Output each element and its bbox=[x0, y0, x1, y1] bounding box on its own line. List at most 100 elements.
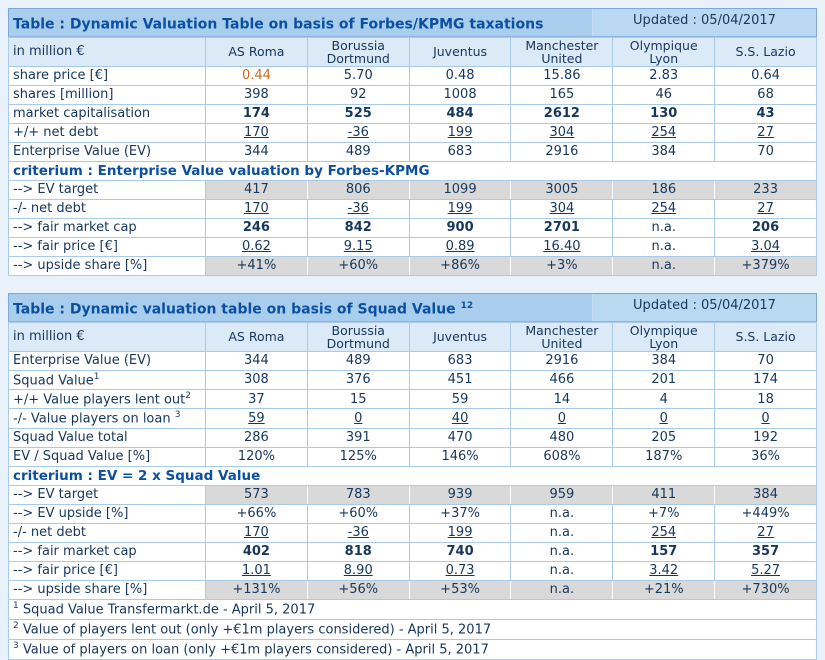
club-column-header: Juventus bbox=[408, 321, 512, 352]
cell-value: 70 bbox=[714, 350, 817, 371]
cell-value: 125% bbox=[306, 446, 410, 467]
row-label: --> fair market cap bbox=[8, 541, 206, 562]
value-text: 740 bbox=[446, 544, 474, 560]
value-text: 417 bbox=[244, 182, 269, 198]
value-text: 8.90 bbox=[343, 563, 373, 579]
value-text: 27 bbox=[757, 125, 774, 141]
value-text: n.a. bbox=[651, 239, 676, 255]
value-text: 959 bbox=[549, 487, 575, 503]
cell-value: 0 bbox=[510, 408, 614, 429]
club-column-header: S.S. Lazio bbox=[714, 321, 817, 352]
value-text: 40 bbox=[451, 410, 469, 426]
value-text: +53% bbox=[440, 582, 480, 598]
value-text: 0.48 bbox=[445, 68, 475, 84]
value-text: 286 bbox=[244, 430, 269, 446]
value-text: 43 bbox=[756, 106, 775, 122]
table-row: EV / Squad Value [%] 120% 125% 146% 608% 187%… bbox=[8, 446, 817, 467]
value-text: 205 bbox=[651, 430, 677, 446]
cell-value: 489 bbox=[306, 350, 410, 371]
cell-value: 384 bbox=[714, 484, 817, 505]
table-row: market capitalisation 174 525 484 2612 130 43 bbox=[8, 103, 817, 124]
cell-value: n.a. bbox=[612, 217, 716, 238]
value-text: 0 bbox=[557, 410, 567, 426]
value-text: 683 bbox=[447, 353, 473, 369]
cell-value: 608% bbox=[510, 446, 614, 467]
value-text: n.a. bbox=[549, 506, 575, 522]
value-text: 489 bbox=[345, 353, 371, 369]
row-label: Squad Value1 bbox=[8, 369, 206, 390]
cell-value: +379% bbox=[714, 255, 817, 276]
cell-value: 402 bbox=[205, 541, 308, 562]
cell-value: -36 bbox=[306, 522, 410, 543]
cell-value: 900 bbox=[408, 217, 512, 238]
cell-value: 308 bbox=[205, 369, 308, 390]
cell-value: 5.27 bbox=[714, 560, 817, 581]
value-text: 304 bbox=[549, 125, 575, 141]
value-text: +21% bbox=[643, 582, 684, 598]
value-text: -36 bbox=[347, 525, 369, 541]
cell-value: 489 bbox=[306, 141, 410, 162]
value-text: 489 bbox=[345, 144, 371, 160]
table2-title: Table : Dynamic valuation table on basis… bbox=[9, 294, 592, 321]
value-text: 0 bbox=[354, 410, 363, 426]
value-text: +449% bbox=[741, 506, 790, 522]
value-text: 2701 bbox=[543, 220, 580, 236]
value-text: 70 bbox=[757, 353, 774, 369]
row-label: +/+ Value players lent out2 bbox=[8, 388, 206, 410]
row-label: EV / Squad Value [%] bbox=[8, 446, 206, 467]
value-text: +379% bbox=[741, 258, 790, 274]
cell-value: 470 bbox=[408, 427, 512, 448]
cell-value: +41% bbox=[205, 255, 308, 276]
cell-value: +449% bbox=[714, 503, 817, 524]
footnote-row: 1 Squad Value Transfermarkt.de - April 5… bbox=[8, 598, 817, 620]
value-text: +730% bbox=[741, 582, 790, 598]
row-label: --> EV target bbox=[8, 179, 206, 200]
value-text: 900 bbox=[446, 220, 474, 236]
value-text: 1099 bbox=[443, 182, 477, 198]
value-text: 201 bbox=[651, 372, 677, 388]
row-label: share price [€] bbox=[8, 65, 206, 86]
cell-value: n.a. bbox=[510, 541, 614, 562]
footnote-text: 3 Value of players on loan (only +€1m pl… bbox=[8, 638, 817, 660]
table2-grid: in million € AS Roma Borussia Dortmund Juve… bbox=[8, 321, 817, 660]
value-text: 157 bbox=[650, 544, 678, 560]
row-label: --> upside share [%] bbox=[8, 579, 206, 600]
value-text: 246 bbox=[242, 220, 270, 236]
cell-value: 417 bbox=[205, 179, 308, 200]
cell-value: 0.62 bbox=[205, 236, 308, 257]
value-text: 451 bbox=[447, 372, 473, 388]
value-text: 70 bbox=[757, 144, 774, 160]
row-label: --> upside share [%] bbox=[8, 255, 206, 276]
value-text: +66% bbox=[236, 506, 277, 522]
value-text: 411 bbox=[651, 487, 677, 503]
unit-label-header: in million € bbox=[8, 36, 206, 67]
value-text: 1.01 bbox=[241, 563, 271, 579]
cell-value: 186 bbox=[612, 179, 716, 200]
cell-value: 199 bbox=[408, 522, 512, 543]
table1-header: in million € AS Roma Borussia Dortmund Juve… bbox=[8, 36, 817, 67]
value-text: 2612 bbox=[543, 106, 580, 122]
value-text: 376 bbox=[345, 372, 371, 388]
value-text: 199 bbox=[447, 525, 473, 541]
cell-value: 0.89 bbox=[408, 236, 512, 257]
cell-value: +86% bbox=[408, 255, 512, 276]
table1-title: Table : Dynamic Valuation Table on basis… bbox=[9, 9, 592, 36]
value-text: 18 bbox=[757, 391, 774, 407]
cell-value: 1008 bbox=[408, 84, 512, 105]
value-text: 0.89 bbox=[445, 239, 475, 255]
value-text: 842 bbox=[344, 220, 372, 236]
cell-value: +730% bbox=[714, 579, 817, 600]
cell-value: 254 bbox=[612, 198, 716, 219]
cell-value: 411 bbox=[612, 484, 716, 505]
cell-value: 16.40 bbox=[510, 236, 614, 257]
cell-value: 466 bbox=[510, 369, 614, 390]
club-column-header: Olympique Lyon bbox=[612, 36, 716, 67]
value-text: 16.40 bbox=[543, 239, 581, 255]
cell-value: n.a. bbox=[510, 503, 614, 524]
cell-value: 18 bbox=[714, 388, 817, 410]
cell-value: 68 bbox=[714, 84, 817, 105]
value-text: n.a. bbox=[549, 544, 575, 560]
club-column-header: Manchester United bbox=[510, 36, 614, 67]
table1-grid: in million € AS Roma Borussia Dortmund Juve… bbox=[8, 36, 817, 276]
value-text: 806 bbox=[345, 182, 371, 198]
